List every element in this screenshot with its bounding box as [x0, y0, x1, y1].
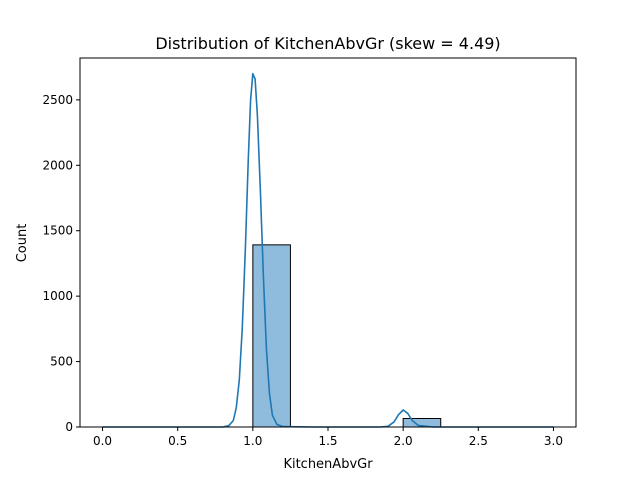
- x-tick-label: 2.0: [394, 434, 413, 448]
- y-tick-label: 500: [50, 355, 73, 369]
- plot-frame: [79, 57, 577, 428]
- y-axis-label: Count: [15, 224, 30, 263]
- y-tick-label: 2500: [42, 93, 73, 107]
- x-tick-label: 0.5: [168, 434, 187, 448]
- x-axis-label: KitchenAbvGr: [283, 457, 373, 472]
- x-tick-label: 1.0: [243, 434, 262, 448]
- histogram-bar-0: [252, 244, 291, 428]
- y-tick-label: 1500: [42, 224, 73, 238]
- x-tick-label: 1.5: [318, 434, 337, 448]
- x-tick-label: 0.0: [93, 434, 112, 448]
- y-tick-label: 1000: [42, 289, 73, 303]
- plot-area: 0.0 0.5 1.0 1.5 2.0 2.5 3.0 0 500 1000 1500 2000 250…: [42, 57, 577, 448]
- y-tick-label: 2000: [42, 158, 73, 172]
- x-tick-label: 2.5: [469, 434, 488, 448]
- chart-title: Distribution of KitchenAbvGr (skew = 4.4…: [155, 34, 500, 53]
- x-tick-label: 3.0: [544, 434, 563, 448]
- kde-line: [102, 72, 554, 428]
- y-tick-label: 0: [65, 420, 73, 434]
